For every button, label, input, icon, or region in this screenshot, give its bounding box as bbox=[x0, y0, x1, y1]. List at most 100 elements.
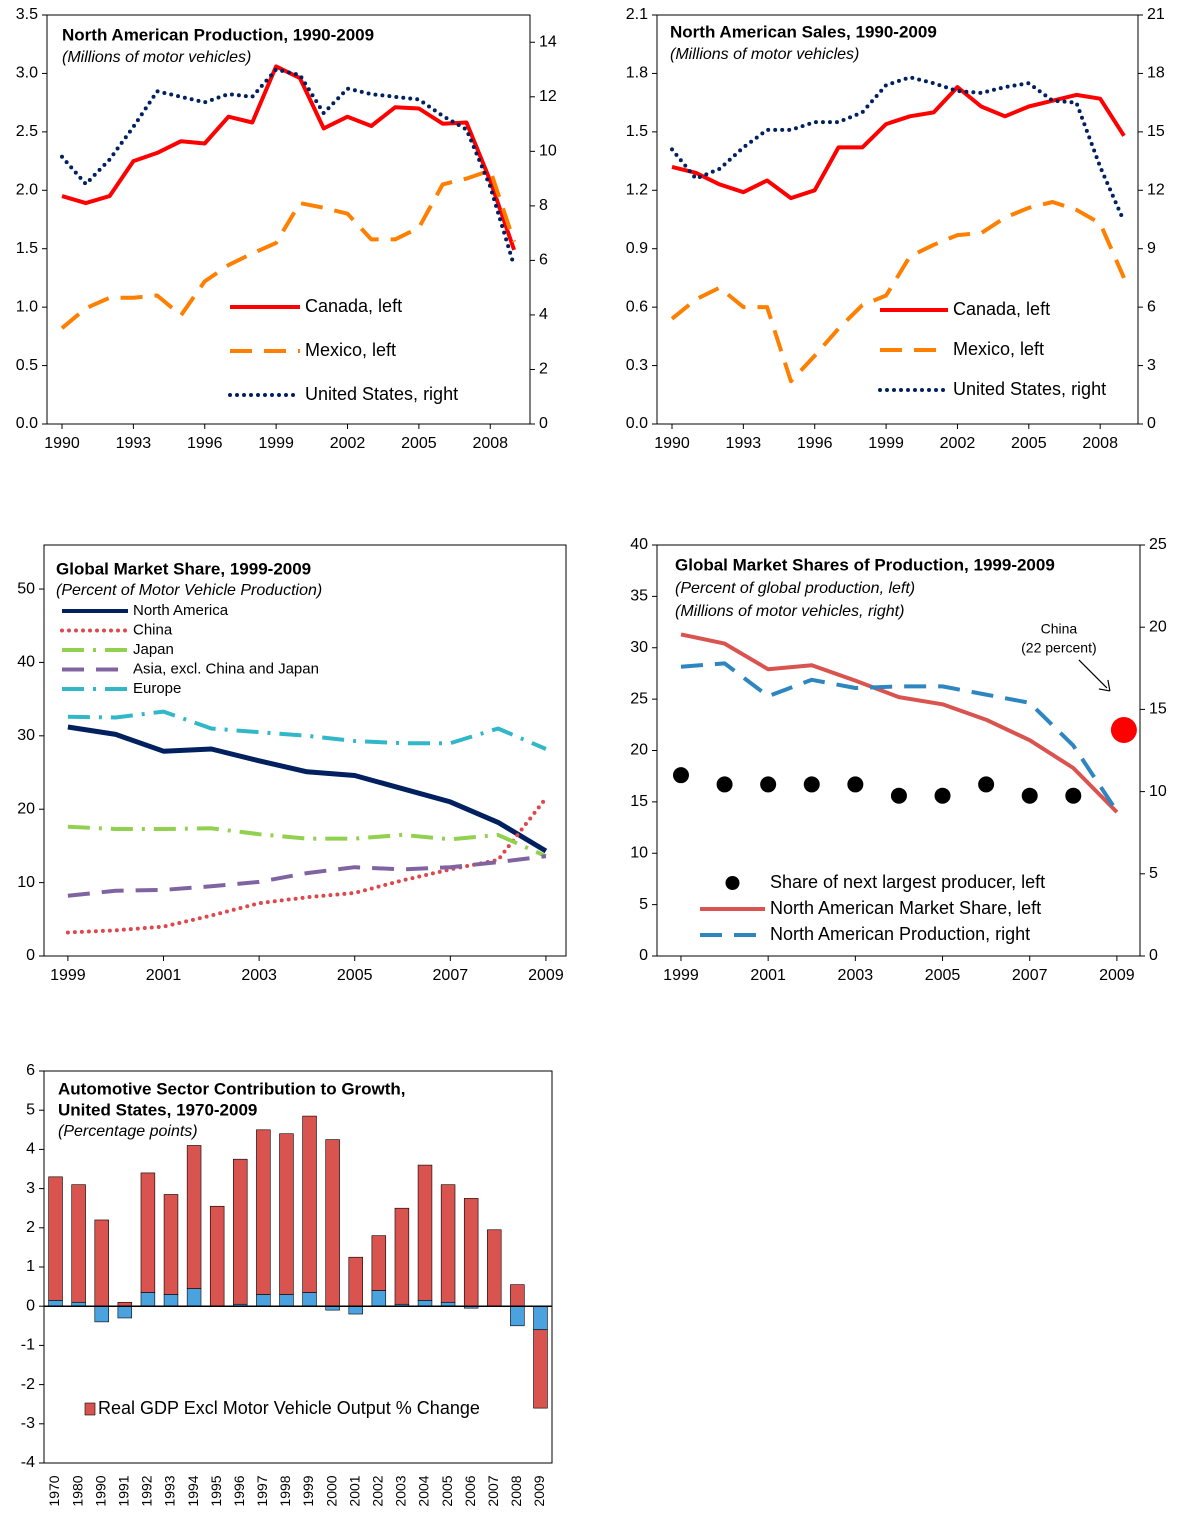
bar-segment bbox=[256, 1294, 271, 1307]
y-tick-label: 2.1 bbox=[626, 6, 648, 23]
y-tick-label: 10 bbox=[1149, 783, 1167, 800]
bar-segment bbox=[302, 1115, 317, 1293]
y-tick-label: 3 bbox=[26, 1180, 35, 1197]
y-tick-label: 18 bbox=[1147, 65, 1165, 82]
y-tick-label: 1.2 bbox=[626, 182, 648, 199]
bar-segment bbox=[48, 1176, 63, 1301]
legend-marker bbox=[725, 876, 740, 890]
x-tick-label: 2001 bbox=[750, 967, 786, 984]
annotation-label: China bbox=[1041, 621, 1078, 637]
marker bbox=[847, 776, 864, 793]
y-tick-label: 25 bbox=[1149, 536, 1167, 553]
x-tick-label: 2002 bbox=[940, 435, 976, 452]
marker bbox=[672, 767, 689, 784]
bar-segment bbox=[163, 1194, 179, 1295]
x-tick-label: 2008 bbox=[508, 1475, 524, 1506]
y-tick-label: 20 bbox=[1149, 618, 1167, 635]
marker bbox=[978, 776, 995, 793]
x-tick-label: 1970 bbox=[46, 1475, 62, 1506]
x-tick-label: 1980 bbox=[69, 1475, 85, 1506]
y-tick-label: -4 bbox=[21, 1454, 35, 1471]
bar-segment bbox=[533, 1305, 548, 1331]
bar-segment bbox=[279, 1294, 294, 1307]
y-tick-label: 10 bbox=[539, 143, 557, 160]
y-tick-label: 2.5 bbox=[16, 123, 38, 140]
y-tick-label: 4 bbox=[539, 306, 548, 323]
x-tick-label: 2001 bbox=[146, 967, 182, 984]
bar-segment bbox=[186, 1288, 202, 1307]
bar-segment bbox=[233, 1158, 248, 1305]
y-tick-label: 0.9 bbox=[626, 240, 648, 257]
x-tick-label: 1999 bbox=[663, 967, 699, 984]
y-tick-label: 1.5 bbox=[16, 240, 38, 257]
bar-segment bbox=[48, 1300, 63, 1307]
series-line bbox=[60, 168, 516, 330]
bar-segment bbox=[279, 1133, 294, 1295]
series-line bbox=[680, 661, 1119, 813]
y-tick-label: 0 bbox=[539, 415, 548, 432]
x-tick-label: 2002 bbox=[330, 435, 366, 452]
y-tick-label: 21 bbox=[1147, 6, 1165, 23]
y-tick-label: 2 bbox=[539, 361, 548, 378]
y-tick-label: -1 bbox=[21, 1337, 35, 1354]
bar-segment bbox=[94, 1219, 109, 1307]
chart-title: Global Market Share, 1999-2009 bbox=[56, 559, 311, 578]
legend-label: Mexico, left bbox=[305, 340, 396, 360]
legend-label: Canada, left bbox=[953, 299, 1050, 319]
bar-segment bbox=[440, 1184, 456, 1303]
y-tick-label: 1.5 bbox=[626, 123, 648, 140]
y-tick-label: 50 bbox=[17, 580, 35, 597]
y-tick-label: 2 bbox=[26, 1219, 35, 1236]
x-tick-label: 1999 bbox=[868, 435, 904, 452]
legend-label: Canada, left bbox=[305, 296, 402, 316]
bar-segment bbox=[71, 1184, 86, 1303]
x-tick-label: 2003 bbox=[393, 1475, 409, 1506]
chart-subtitle: (Percent of Motor Vehicle Production) bbox=[56, 582, 322, 599]
y-tick-label: 10 bbox=[17, 874, 35, 891]
chart-subtitle: (Percent of global production, left) bbox=[675, 580, 915, 597]
bar-segment bbox=[371, 1290, 387, 1307]
y-tick-label: 30 bbox=[630, 639, 648, 656]
y-tick-label: 1 bbox=[26, 1258, 35, 1275]
bar-segment bbox=[487, 1229, 502, 1307]
y-tick-label: 5 bbox=[639, 896, 648, 913]
series-line bbox=[60, 67, 517, 268]
y-tick-label: 0 bbox=[639, 947, 648, 964]
x-tick-label: 2006 bbox=[462, 1475, 478, 1506]
x-tick-label: 1993 bbox=[726, 435, 762, 452]
marker bbox=[760, 776, 777, 793]
x-tick-label: 1993 bbox=[162, 1475, 178, 1506]
y-tick-label: 40 bbox=[630, 536, 648, 553]
series-line bbox=[671, 85, 1126, 201]
x-tick-label: 2008 bbox=[472, 435, 508, 452]
marker bbox=[890, 787, 907, 804]
legend-label: Europe bbox=[133, 680, 181, 697]
x-tick-label: 1994 bbox=[185, 1475, 201, 1506]
y-tick-label: 0.0 bbox=[626, 415, 648, 432]
chart-title: United States, 1970-2009 bbox=[58, 1100, 257, 1119]
x-tick-label: 2003 bbox=[838, 967, 874, 984]
y-tick-label: 6 bbox=[1147, 298, 1156, 315]
y-tick-label: 15 bbox=[630, 793, 648, 810]
x-tick-label: 1996 bbox=[797, 435, 833, 452]
x-tick-label: 1996 bbox=[187, 435, 223, 452]
plot-area bbox=[656, 14, 1139, 425]
series-line bbox=[67, 854, 547, 898]
legend-label: Asia, excl. China and Japan bbox=[133, 660, 319, 677]
series-line bbox=[67, 824, 547, 859]
legend-swatch bbox=[84, 1402, 96, 1416]
x-tick-label: 2002 bbox=[370, 1475, 386, 1506]
y-tick-label: 0 bbox=[26, 1297, 35, 1314]
y-tick-label: 6 bbox=[539, 252, 548, 269]
series-line bbox=[670, 200, 1126, 384]
x-tick-label: 2005 bbox=[337, 967, 373, 984]
x-tick-label: 1990 bbox=[92, 1475, 108, 1506]
bar-segment bbox=[256, 1129, 271, 1295]
x-tick-label: 2000 bbox=[323, 1475, 339, 1506]
bar-segment bbox=[348, 1305, 363, 1315]
y-tick-label: 9 bbox=[1147, 240, 1156, 257]
y-tick-label: 25 bbox=[630, 690, 648, 707]
x-tick-label: 1997 bbox=[254, 1475, 270, 1506]
chart-subtitle: (Percentage points) bbox=[58, 1123, 198, 1140]
